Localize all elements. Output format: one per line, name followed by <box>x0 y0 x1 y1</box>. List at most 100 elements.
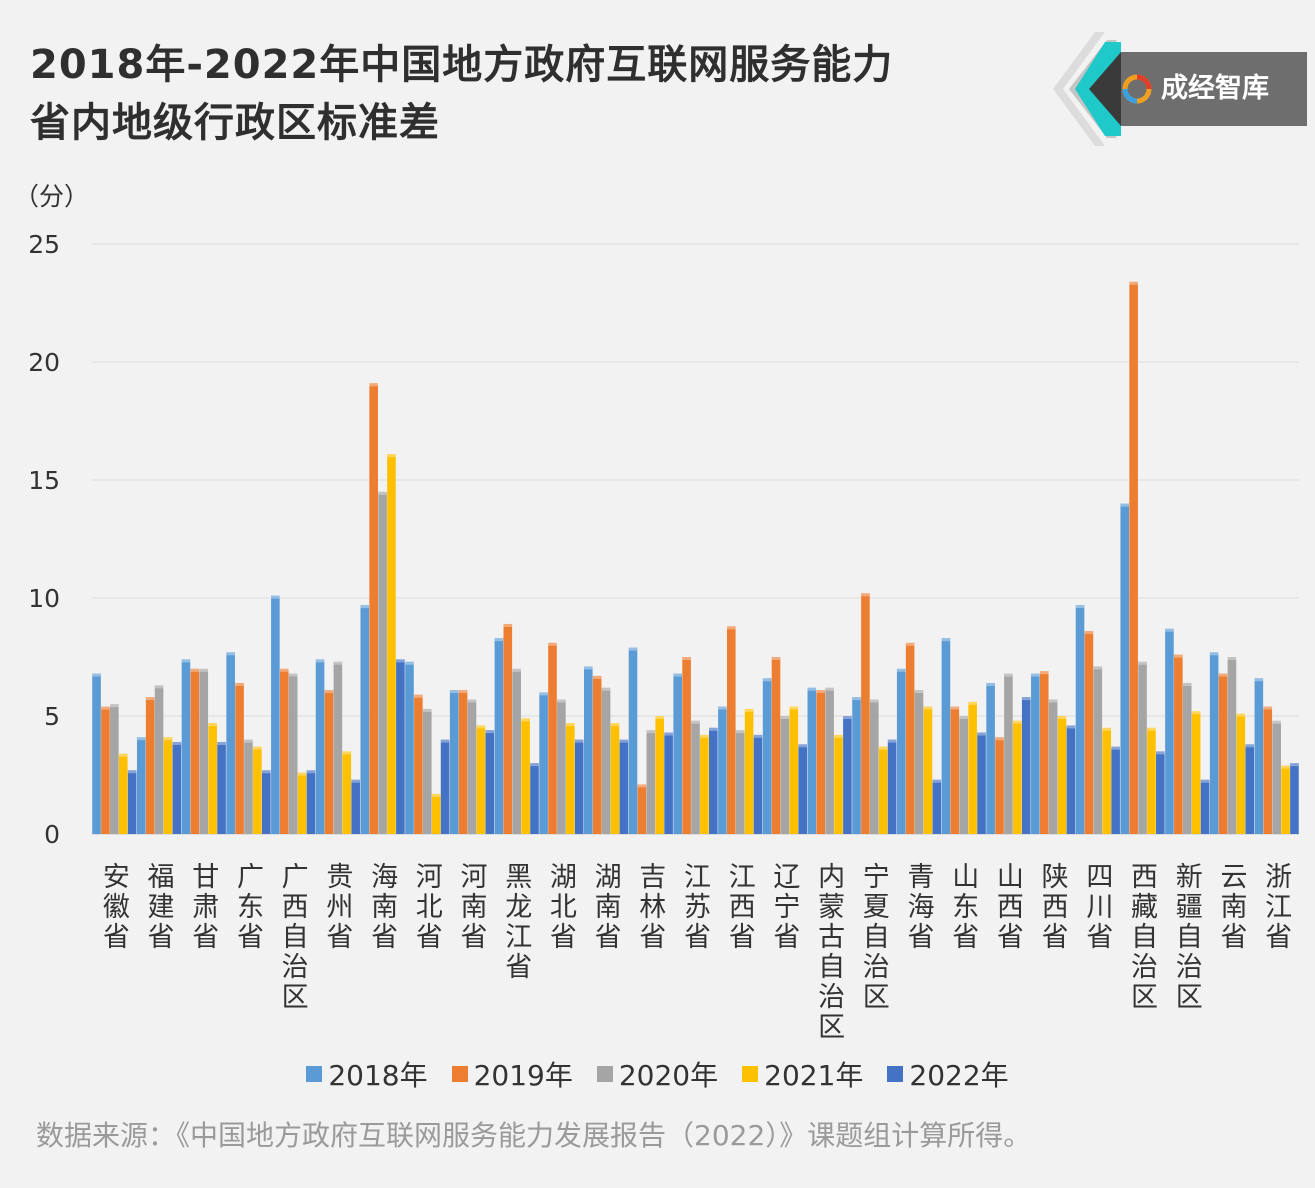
bar-highlight <box>1048 699 1058 703</box>
brand-logo: 成经智库 <box>1045 32 1307 146</box>
bar-18-1 <box>852 697 861 834</box>
y-tick-label: 20 <box>28 348 60 377</box>
category-label: 云南省 <box>1220 862 1247 953</box>
bar-highlight <box>986 682 995 686</box>
bar-highlight <box>557 699 566 703</box>
bar-21-2 <box>995 737 1004 834</box>
bar-highlight <box>834 734 843 738</box>
bar-14-4 <box>700 734 709 834</box>
category-label: 广西自治区 <box>282 862 309 1013</box>
bar-5-3 <box>288 673 298 834</box>
bar-highlight <box>1254 678 1264 682</box>
logo-chevron-icon <box>1053 32 1121 146</box>
bar-13-1 <box>628 647 638 834</box>
bar-highlight <box>1039 671 1049 675</box>
bar-highlight <box>655 716 664 719</box>
bar-highlight <box>512 668 521 672</box>
bar-highlight <box>190 668 200 672</box>
bar-highlight <box>601 687 611 691</box>
bar-highlight <box>1004 673 1013 677</box>
title-line-2: 省内地级行政区标准差 <box>30 100 440 146</box>
bar-18-5 <box>887 739 897 834</box>
bar-11-4 <box>565 723 575 834</box>
bar-highlight <box>861 593 870 597</box>
category-label: 山西省 <box>997 862 1024 953</box>
bar-19-3 <box>914 690 924 834</box>
bar-highlight <box>458 690 468 694</box>
legend-item: 2018年 <box>306 1054 428 1094</box>
bar-7-1 <box>360 605 370 834</box>
bar-22-3 <box>1048 699 1058 834</box>
bar-15-4 <box>744 708 754 834</box>
bar-9-1 <box>449 690 459 834</box>
logo-background <box>1121 52 1307 126</box>
bar-highlight <box>476 725 486 729</box>
legend-swatch <box>596 1066 613 1082</box>
bar-highlight <box>1227 657 1237 660</box>
bar-4-1 <box>226 652 235 834</box>
bar-highlight <box>923 706 933 710</box>
bar-13-5 <box>664 732 673 834</box>
bar-24-5 <box>1156 751 1165 834</box>
bar-highlight <box>753 734 763 738</box>
bar-20-3 <box>959 716 969 834</box>
y-tick-labels: 0 5 10 15 20 25 <box>28 230 60 849</box>
logo-text: 成经智库 <box>1161 73 1269 104</box>
legend-item: 2022年 <box>887 1054 1009 1094</box>
bar-highlight <box>1263 706 1273 710</box>
bar-15-1 <box>718 706 727 834</box>
bar-26-2 <box>1218 673 1228 834</box>
bar-20-2 <box>950 706 960 834</box>
bar-25-3 <box>1182 682 1192 834</box>
bar-7-4 <box>387 454 396 834</box>
bar-highlight <box>539 692 548 696</box>
source-note: 数据来源：《中国地方政府互联网服务能力发展报告（2022）》课题组计算所得。 <box>36 1119 1032 1152</box>
bar-highlight <box>637 784 647 788</box>
bar-27-4 <box>1281 765 1290 834</box>
bar-highlight <box>691 720 700 724</box>
category-label: 江西省 <box>729 862 756 953</box>
bar-highlight <box>431 793 441 797</box>
bar-4-4 <box>253 746 262 834</box>
category-label: 宁夏自治区 <box>863 862 890 1013</box>
bar-13-3 <box>646 730 656 834</box>
bar-2-5 <box>172 741 182 834</box>
bar-highlight <box>271 595 280 599</box>
bar-highlight <box>315 659 325 663</box>
bar-24-3 <box>1138 661 1147 834</box>
bar-25-4 <box>1191 711 1201 834</box>
bar-8-4 <box>431 793 441 834</box>
category-label: 西藏自治区 <box>1131 862 1158 1013</box>
bar-highlight <box>843 716 852 719</box>
bar-14-3 <box>691 720 700 834</box>
bar-1-4 <box>118 753 128 834</box>
legend-item: 2019年 <box>451 1054 573 1094</box>
legend-item: 2021年 <box>742 1054 863 1094</box>
bar-11-2 <box>548 642 557 834</box>
bar-highlight <box>789 706 799 710</box>
bar-18-3 <box>870 699 879 834</box>
bar-11-1 <box>539 692 548 834</box>
bar-highlight <box>816 690 826 694</box>
category-label: 安徽省 <box>103 862 130 953</box>
bar-highlight <box>574 739 584 743</box>
bar-2-3 <box>154 685 164 834</box>
bar-8-5 <box>440 739 450 834</box>
bar-17-1 <box>807 687 817 834</box>
bar-highlight <box>995 737 1004 741</box>
bar-15-2 <box>727 626 736 834</box>
bar-19-4 <box>923 706 933 834</box>
bar-16-3 <box>780 716 790 834</box>
bar-highlight <box>405 661 414 665</box>
bar-highlight <box>718 706 727 710</box>
bar-14-2 <box>682 657 691 834</box>
bar-12-1 <box>583 666 593 834</box>
bar-6-3 <box>333 661 343 834</box>
bar-12-4 <box>610 723 620 834</box>
bar-highlight <box>1290 763 1299 767</box>
bar-3-5 <box>217 741 226 834</box>
bar-23-1 <box>1075 605 1085 834</box>
bar-18-2 <box>861 593 870 834</box>
category-label: 山东省 <box>952 862 979 953</box>
bar-26-3 <box>1227 657 1237 834</box>
